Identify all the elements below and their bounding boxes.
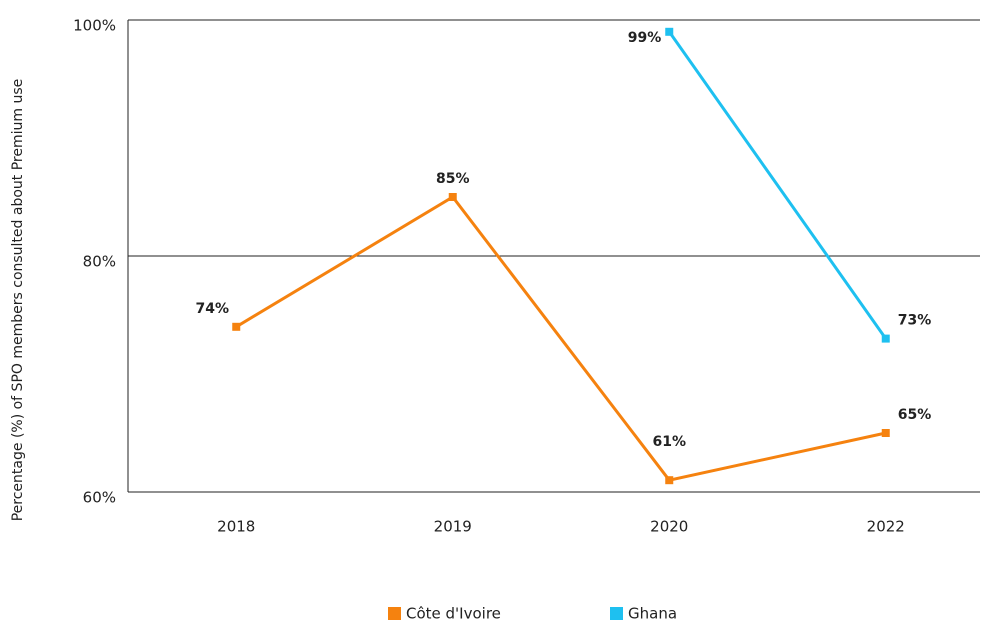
legend-label: Côte d'Ivoire — [406, 605, 501, 623]
x-tick-label: 2020 — [650, 518, 688, 536]
value-label: 74% — [195, 301, 229, 317]
point — [881, 334, 890, 343]
legend-swatch — [388, 607, 401, 620]
point — [665, 27, 674, 36]
value-label: 65% — [898, 407, 932, 423]
x-tick-label: 2018 — [217, 518, 255, 536]
value-label: 99% — [628, 30, 662, 46]
y-tick-label: 100% — [73, 17, 116, 35]
point — [448, 193, 457, 201]
y-axis-label: Percentage (%) of SPO members consulted … — [10, 79, 26, 522]
legend-label: Ghana — [628, 605, 677, 623]
y-tick-label: 80% — [83, 253, 116, 271]
value-label: 61% — [652, 434, 686, 450]
value-label: 73% — [898, 313, 932, 329]
value-label: 85% — [436, 171, 470, 187]
series-line — [668, 30, 887, 340]
point — [665, 476, 674, 485]
point — [881, 429, 890, 437]
x-tick-label: 2019 — [434, 518, 472, 536]
series-line — [235, 195, 887, 482]
y-tick-label: 60% — [83, 489, 116, 507]
point — [232, 322, 241, 331]
x-tick-label: 2022 — [867, 518, 905, 536]
legend-swatch — [610, 607, 623, 620]
